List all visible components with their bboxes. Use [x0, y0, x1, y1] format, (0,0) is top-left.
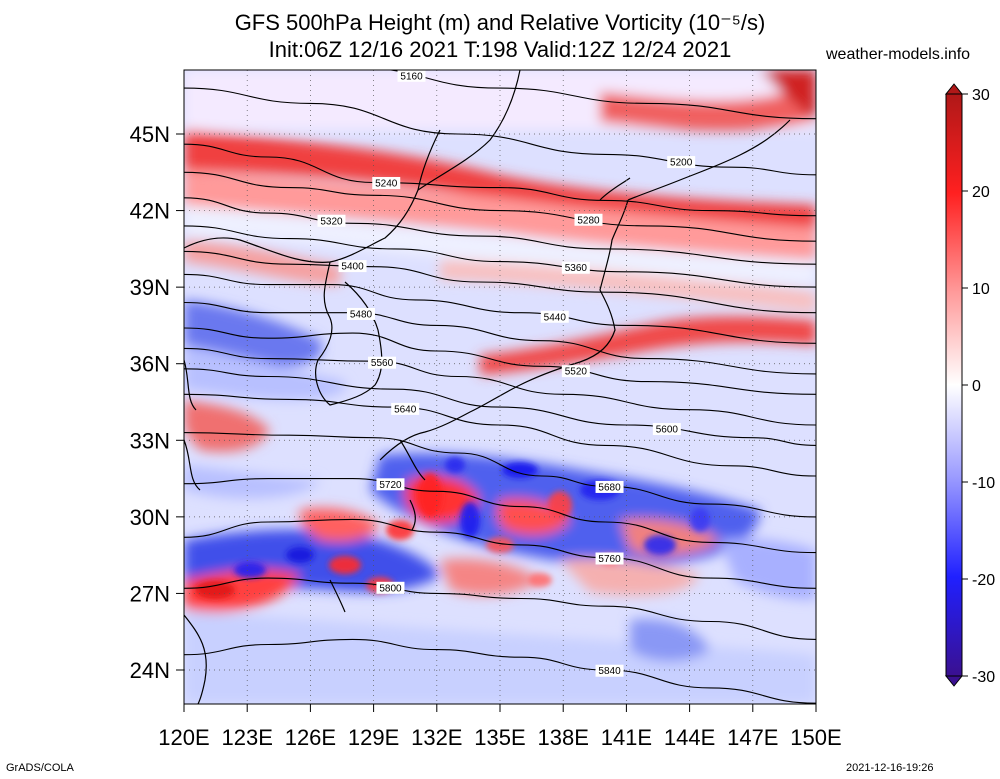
latitude-axis: 45N 42N 39N 36N 33N 30N 27N 24N — [130, 122, 184, 683]
contour-label-bg — [338, 260, 367, 273]
contour-label: 5200 — [670, 158, 693, 169]
colorbar-tick-label: -10 — [972, 475, 995, 492]
lat-tick-label: 39N — [130, 275, 170, 300]
contour-label-bg — [574, 213, 603, 226]
contour-label-bg — [397, 69, 426, 82]
contour-label-bg — [376, 581, 405, 594]
lat-tick-label: 24N — [130, 658, 170, 683]
contour-line — [184, 518, 816, 589]
contour-line — [184, 273, 816, 344]
lat-tick-label: 42N — [130, 199, 170, 224]
colorbar-min-arrow — [944, 675, 964, 687]
lon-tick-label: 135E — [474, 725, 525, 750]
contour-label: 5720 — [379, 480, 402, 491]
contour-label-bg — [561, 261, 590, 274]
contour-label: 5560 — [371, 358, 394, 369]
chart-title-line2: Init:06Z 12/16 2021 T:198 Valid:12Z 12/2… — [268, 37, 732, 62]
colorbar-tick-label: 10 — [972, 281, 990, 298]
lat-tick-label: 45N — [130, 122, 170, 147]
contour-label: 5520 — [565, 367, 588, 378]
lat-tick-label: 27N — [130, 581, 170, 606]
contour-label: 5800 — [379, 583, 402, 594]
contour-line — [386, 70, 816, 120]
longitude-axis: 120E 123E 126E 129E 132E 135E 138E 141E 144E 147E… — [158, 704, 842, 750]
contour-label-bg — [595, 664, 624, 677]
lon-tick-label: 120E — [158, 725, 209, 750]
contour-label: 5640 — [394, 404, 417, 415]
contour-label-bg — [595, 552, 624, 565]
lon-tick-label: 132E — [411, 725, 462, 750]
colorbar: 30 20 10 0 -10 -20 -30 — [944, 83, 995, 687]
contour-label-bg — [346, 307, 375, 320]
chart-title-line1: GFS 500hPa Height (m) and Relative Vorti… — [234, 10, 766, 35]
lat-tick-label: 30N — [130, 505, 170, 530]
lon-tick-label: 144E — [664, 725, 715, 750]
contour-line — [184, 638, 816, 704]
lat-tick-label: 36N — [130, 352, 170, 377]
lon-tick-label: 129E — [348, 725, 399, 750]
contour-label: 5280 — [577, 215, 600, 226]
contour-line — [184, 393, 816, 477]
colorbar-tick-label: -20 — [972, 572, 995, 589]
contour-line — [184, 577, 816, 640]
contour-line — [184, 171, 816, 242]
contour-label-bg — [391, 402, 420, 415]
contour-label: 5240 — [375, 179, 398, 190]
lat-tick-label: 33N — [130, 428, 170, 453]
lon-tick-label: 147E — [727, 725, 778, 750]
lon-tick-label: 150E — [790, 725, 841, 750]
contour-line — [184, 327, 816, 395]
contour-label: 5840 — [598, 666, 621, 677]
contour-line — [184, 197, 816, 265]
colorbar-tick-label: -30 — [972, 669, 995, 686]
lon-tick-label: 126E — [285, 725, 336, 750]
colorbar-tick-label: 0 — [972, 378, 981, 395]
contour-label: 5480 — [350, 309, 373, 320]
contour-label-bg — [652, 423, 681, 436]
colorbar-tick-label: 20 — [972, 184, 990, 201]
contour-label-bg — [540, 310, 569, 323]
contour-label: 5360 — [565, 263, 588, 274]
contour-label: 5440 — [544, 312, 567, 323]
render-timestamp: 2021-12-16-19:26 — [846, 762, 934, 774]
contour-label: 5160 — [400, 71, 423, 82]
credit-label: weather-models.info — [826, 46, 971, 63]
colorbar-tick-label: 30 — [972, 87, 990, 104]
contour-line — [184, 250, 816, 314]
contour-line — [184, 368, 816, 446]
contour-line — [184, 301, 816, 375]
contour-line — [184, 87, 816, 176]
contour-label-bg — [372, 177, 401, 190]
contour-label-bg — [368, 356, 397, 369]
contour-label: 5320 — [320, 216, 343, 227]
lon-tick-label: 138E — [538, 725, 589, 750]
colorbar-scale — [945, 93, 963, 677]
lon-tick-label: 123E — [222, 725, 273, 750]
contour-line — [184, 225, 816, 288]
contour-label: 5400 — [341, 262, 364, 273]
contour-label: 5760 — [598, 554, 621, 565]
software-credit: GrADS/COLA — [6, 762, 74, 774]
lon-tick-label: 141E — [601, 725, 652, 750]
contour-label-bg — [317, 214, 346, 227]
contour-line — [184, 143, 816, 217]
contour-label: 5600 — [656, 425, 679, 436]
colorbar-max-arrow — [944, 83, 964, 95]
height-contours — [184, 70, 816, 704]
contour-line — [184, 347, 816, 426]
contour-label: 5680 — [598, 482, 621, 493]
contour-label-bg — [667, 156, 696, 169]
coastlines — [184, 70, 791, 704]
contour-label-bg — [376, 478, 405, 491]
contour-line — [184, 432, 816, 518]
contour-labels: 5160 5200 5240 5280 5320 5360 5400 5440 5480 5520… — [317, 69, 696, 677]
contour-line — [184, 478, 816, 554]
contour-label-bg — [561, 365, 590, 378]
contour-label-bg — [595, 480, 624, 493]
